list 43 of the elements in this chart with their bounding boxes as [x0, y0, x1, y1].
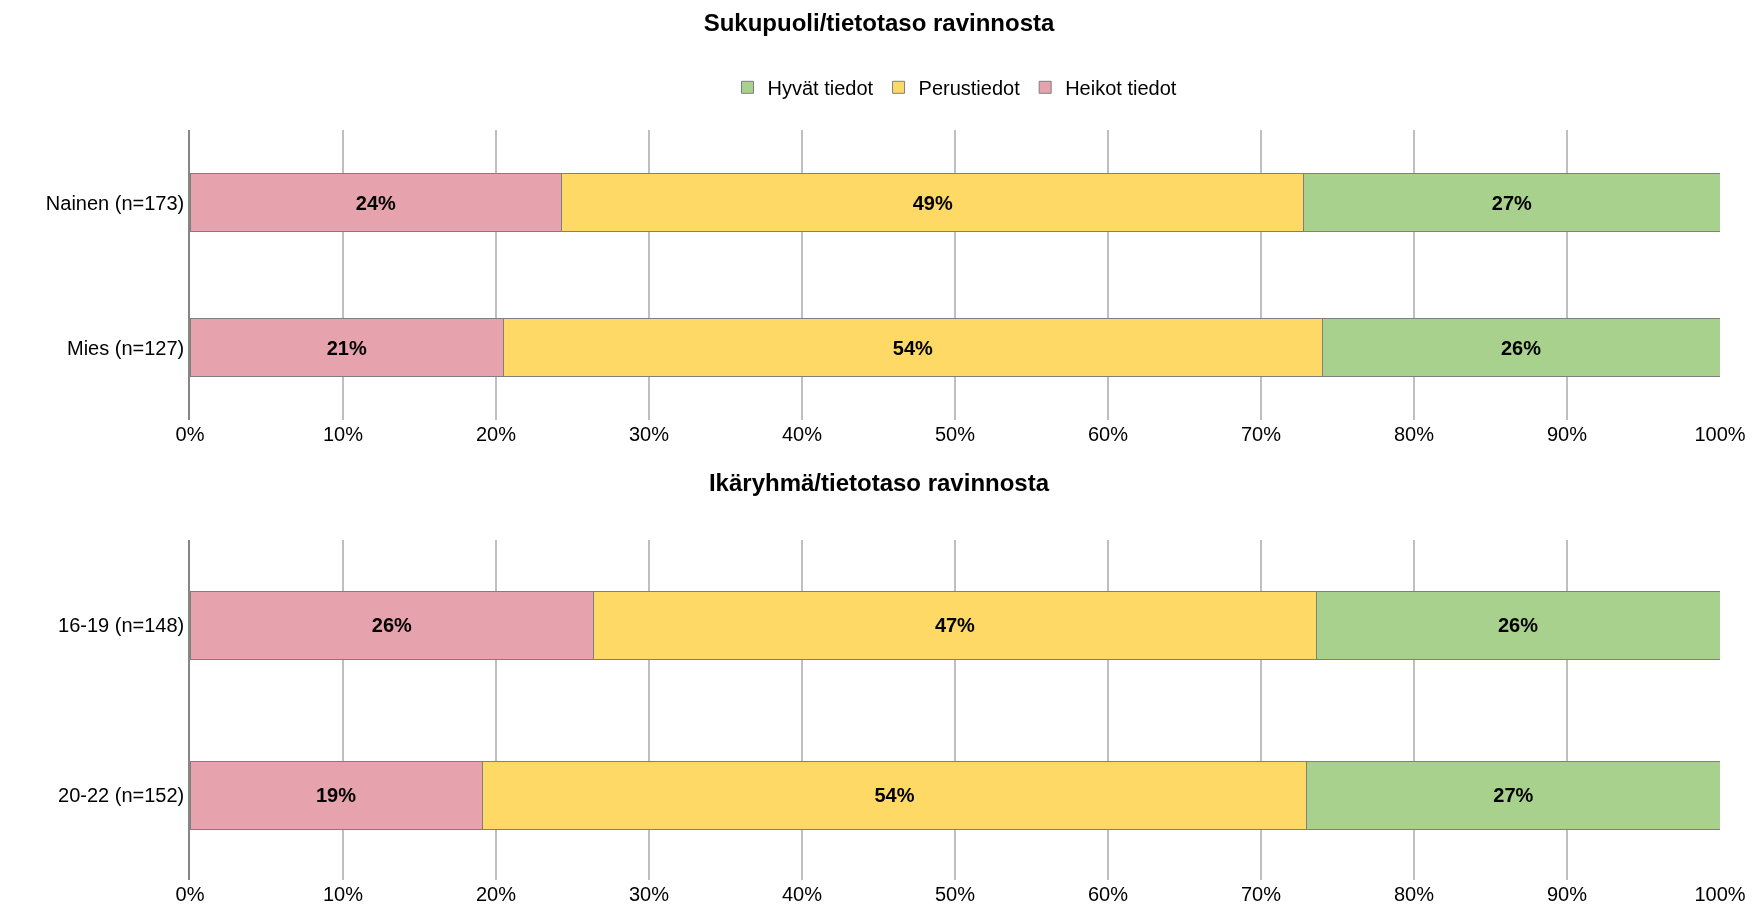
y-tick-label: Nainen (n=173)	[45, 191, 185, 214]
y-tick-label: Mies (n=127)	[66, 336, 185, 359]
x-tick-label: 50%	[934, 883, 976, 905]
y-tick-label: 16-19 (n=148)	[58, 614, 185, 636]
data-label: 27%	[1491, 191, 1533, 214]
x-tick-label: 60%	[1087, 883, 1129, 905]
data-label: 19%	[315, 784, 357, 806]
legend-label: Hyvät tiedot	[767, 77, 874, 100]
data-label: 54%	[892, 336, 934, 359]
y-tick-label: 20-22 (n=152)	[58, 784, 185, 806]
data-label: 26%	[1500, 336, 1542, 359]
x-tick-label: 70%	[1240, 423, 1282, 445]
chart-title: Ikäryhmä/tietotaso ravinnosta	[708, 468, 1050, 496]
x-tick-label: 30%	[628, 883, 670, 905]
x-tick-label: 80%	[1393, 423, 1435, 445]
data-label: 27%	[1493, 784, 1534, 806]
data-label: 24%	[355, 191, 397, 214]
x-tick-label: 0%	[175, 423, 205, 445]
data-label: 26%	[1497, 614, 1539, 636]
data-label: 54%	[874, 784, 915, 806]
x-tick-label: 70%	[1240, 883, 1282, 905]
x-tick-label: 80%	[1393, 883, 1435, 905]
x-tick-label: 60%	[1087, 423, 1129, 445]
x-tick-label: 100%	[1694, 883, 1746, 905]
chart-title: Sukupuoli/tietotaso ravinnosta	[703, 8, 1055, 36]
x-tick-label: 20%	[475, 883, 517, 905]
data-label: 47%	[934, 614, 976, 636]
x-tick-label: 90%	[1546, 423, 1588, 445]
x-tick-label: 100%	[1694, 423, 1746, 445]
x-tick-label: 20%	[475, 423, 517, 445]
x-tick-label: 40%	[781, 883, 823, 905]
data-label: 21%	[326, 336, 367, 359]
data-label: 49%	[912, 191, 953, 214]
x-tick-label: 90%	[1546, 883, 1588, 905]
x-tick-label: 40%	[781, 423, 823, 445]
x-tick-label: 50%	[934, 423, 976, 445]
x-tick-label: 10%	[322, 423, 364, 445]
x-tick-label: 10%	[322, 883, 364, 905]
legend-label: Perustiedot	[918, 77, 1021, 100]
data-label: 26%	[371, 614, 413, 636]
x-tick-label: 0%	[175, 883, 205, 905]
legend-label: Heikot tiedot	[1065, 77, 1177, 100]
x-tick-label: 30%	[628, 423, 670, 445]
